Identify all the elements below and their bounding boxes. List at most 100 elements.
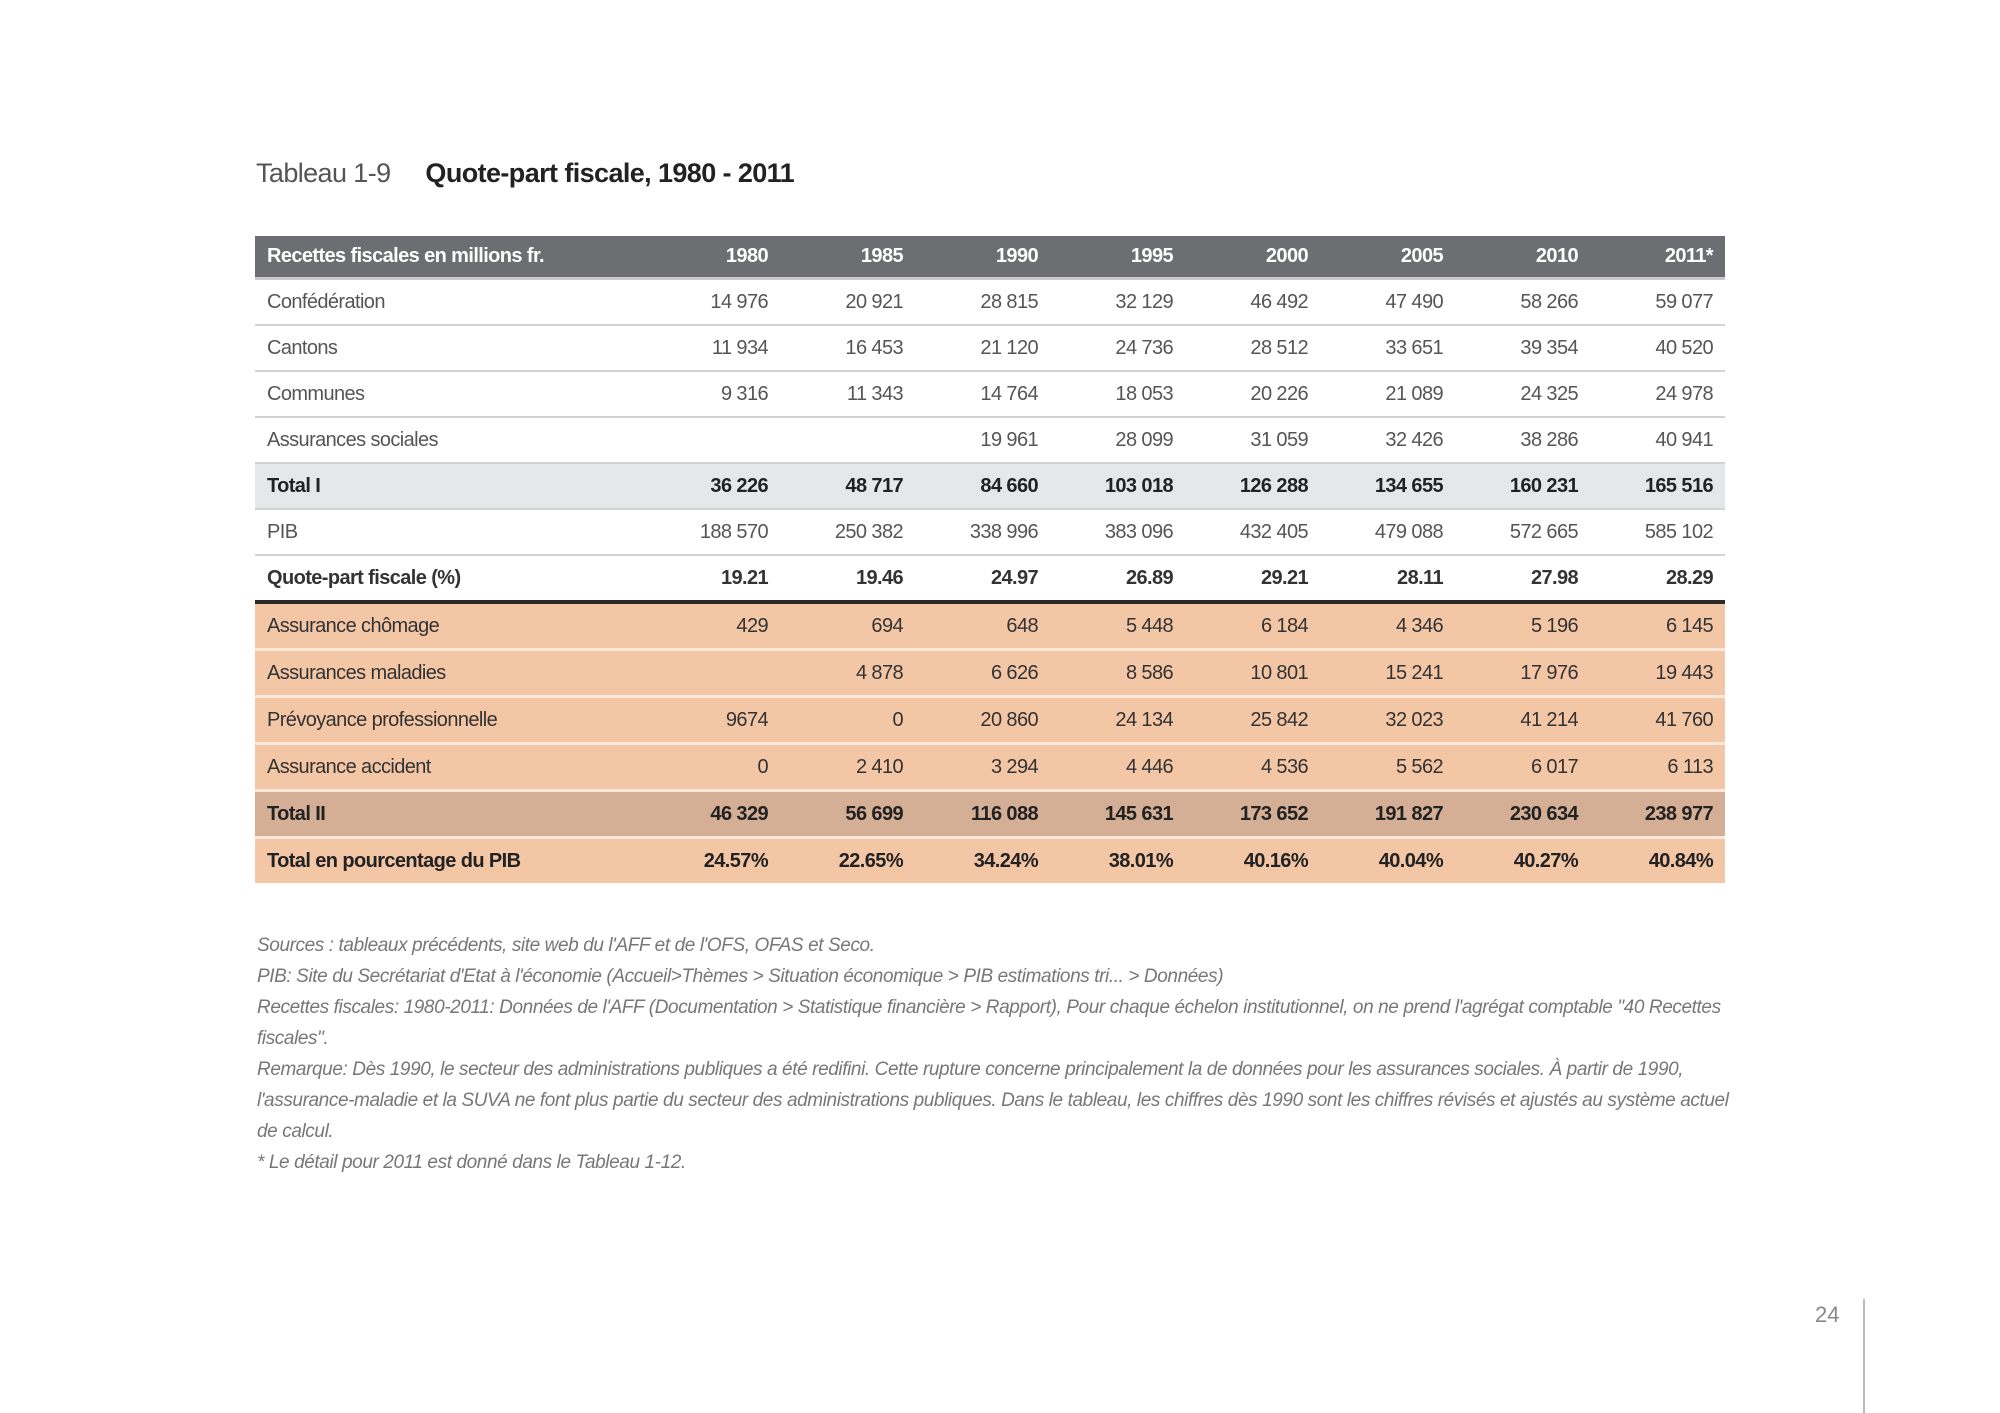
- cell-value: 5 196: [1455, 602, 1590, 651]
- cell-value: 25 842: [1185, 696, 1320, 745]
- cell-value: [645, 649, 780, 698]
- cell-value: 11 934: [645, 325, 780, 372]
- cell-value: 32 129: [1050, 278, 1185, 326]
- cell-value: 20 860: [915, 696, 1050, 745]
- cell-value: 28 815: [915, 278, 1050, 326]
- cell-value: 116 088: [915, 790, 1050, 839]
- cell-value: 694: [780, 602, 915, 651]
- cell-value: 40.04%: [1320, 837, 1455, 883]
- header-year: 2000: [1185, 236, 1320, 280]
- cell-value: 4 536: [1185, 743, 1320, 792]
- cell-value: 32 426: [1320, 417, 1455, 464]
- row-label: Quote-part fiscale (%): [255, 555, 645, 604]
- cell-value: 32 023: [1320, 696, 1455, 745]
- header-year: 2010: [1455, 236, 1590, 280]
- cell-value: 9674: [645, 696, 780, 745]
- cell-value: 103 018: [1050, 463, 1185, 510]
- cell-value: 432 405: [1185, 509, 1320, 556]
- cell-value: 58 266: [1455, 278, 1590, 326]
- row-label: PIB: [255, 509, 645, 556]
- cell-value: 16 453: [780, 325, 915, 372]
- cell-value: 56 699: [780, 790, 915, 839]
- cell-value: 572 665: [1455, 509, 1590, 556]
- cell-value: 230 634: [1455, 790, 1590, 839]
- footnote: Remarque: Dès 1990, le secteur des admin…: [257, 1059, 1729, 1142]
- cell-value: 20 226: [1185, 371, 1320, 418]
- cell-value: 5 448: [1050, 602, 1185, 651]
- cell-value: 6 184: [1185, 602, 1320, 651]
- page-number: 24: [1815, 1302, 1840, 1327]
- cell-value: 46 329: [645, 790, 780, 839]
- cell-value: 28 099: [1050, 417, 1185, 464]
- table-row: Communes 9 316 11 343 14 764 18 053 20 226 21 …: [255, 371, 1725, 418]
- cell-value: 21 120: [915, 325, 1050, 372]
- table-row: Total en pourcentage du PIB 24.57% 22.65% 3…: [255, 837, 1725, 883]
- header-year: 2011*: [1590, 236, 1725, 280]
- cell-value: 26.89: [1050, 555, 1185, 604]
- margin-divider: [1863, 1299, 1865, 1413]
- cell-value: 14 764: [915, 371, 1050, 418]
- table-caption: Quote-part fiscale, 1980 - 2011: [425, 158, 795, 188]
- cell-value: 0: [645, 743, 780, 792]
- footnote: PIB: Site du Secrétariat d'Etat à l'écon…: [257, 966, 1224, 987]
- cell-value: 24.57%: [645, 837, 780, 883]
- row-label: Confédération: [255, 278, 645, 326]
- table-row: Assurances maladies 4 878 6 626 8 586 10 801…: [255, 649, 1725, 698]
- cell-value: 33 651: [1320, 325, 1455, 372]
- cell-value: 429: [645, 602, 780, 651]
- cell-value: 28.11: [1320, 555, 1455, 604]
- row-label: Cantons: [255, 325, 645, 372]
- cell-value: 479 088: [1320, 509, 1455, 556]
- table-row: Assurances sociales 19 961 28 099 31 059 32 …: [255, 417, 1725, 464]
- table-row: Confédération 14 976 20 921 28 815 32 129 46 …: [255, 278, 1725, 326]
- row-label: Prévoyance professionnelle: [255, 696, 645, 745]
- table-row: Cantons 11 934 16 453 21 120 24 736 28 512 33 …: [255, 325, 1725, 372]
- cell-value: 24 134: [1050, 696, 1185, 745]
- cell-value: 38.01%: [1050, 837, 1185, 883]
- row-label: Total II: [255, 790, 645, 839]
- table-row: Total I 36 226 48 717 84 660 103 018 126 288 1…: [255, 463, 1725, 510]
- cell-value: 6 145: [1590, 602, 1725, 651]
- cell-value: 24 325: [1455, 371, 1590, 418]
- cell-value: 59 077: [1590, 278, 1725, 326]
- row-label: Assurances maladies: [255, 649, 645, 698]
- footnotes: Sources : tableaux précédents, site web …: [257, 930, 1737, 1178]
- cell-value: 4 346: [1320, 602, 1455, 651]
- cell-value: 40.84%: [1590, 837, 1725, 883]
- cell-value: 40.27%: [1455, 837, 1590, 883]
- table-row: Assurance accident 0 2 410 3 294 4 446 4 536 5…: [255, 743, 1725, 792]
- row-label: Assurance accident: [255, 743, 645, 792]
- cell-value: 19 961: [915, 417, 1050, 464]
- header-year: 1995: [1050, 236, 1185, 280]
- cell-value: 250 382: [780, 509, 915, 556]
- cell-value: 27.98: [1455, 555, 1590, 604]
- table-row: Total II 46 329 56 699 116 088 145 631 173 65…: [255, 790, 1725, 839]
- cell-value: 6 626: [915, 649, 1050, 698]
- table-row: PIB 188 570 250 382 338 996 383 096 432 405 47…: [255, 509, 1725, 556]
- cell-value: 338 996: [915, 509, 1050, 556]
- cell-value: 8 586: [1050, 649, 1185, 698]
- table-row: Quote-part fiscale (%) 19.21 19.46 24.97 26.…: [255, 555, 1725, 604]
- cell-value: [645, 417, 780, 464]
- table-number: Tableau 1-9: [256, 158, 391, 188]
- cell-value: 24 736: [1050, 325, 1185, 372]
- cell-value: 28 512: [1185, 325, 1320, 372]
- table-title: Tableau 1-9 Quote-part fiscale, 1980 - 2…: [256, 158, 795, 189]
- cell-value: 188 570: [645, 509, 780, 556]
- cell-value: 173 652: [1185, 790, 1320, 839]
- cell-value: 165 516: [1590, 463, 1725, 510]
- row-label: Total I: [255, 463, 645, 510]
- cell-value: 40.16%: [1185, 837, 1320, 883]
- cell-value: 34.24%: [915, 837, 1050, 883]
- cell-value: [780, 417, 915, 464]
- cell-value: 11 343: [780, 371, 915, 418]
- cell-value: 46 492: [1185, 278, 1320, 326]
- cell-value: 134 655: [1320, 463, 1455, 510]
- cell-value: 6 017: [1455, 743, 1590, 792]
- cell-value: 40 520: [1590, 325, 1725, 372]
- cell-value: 238 977: [1590, 790, 1725, 839]
- cell-value: 126 288: [1185, 463, 1320, 510]
- cell-value: 18 053: [1050, 371, 1185, 418]
- footnote: Sources : tableaux précédents, site web …: [257, 935, 875, 956]
- cell-value: 191 827: [1320, 790, 1455, 839]
